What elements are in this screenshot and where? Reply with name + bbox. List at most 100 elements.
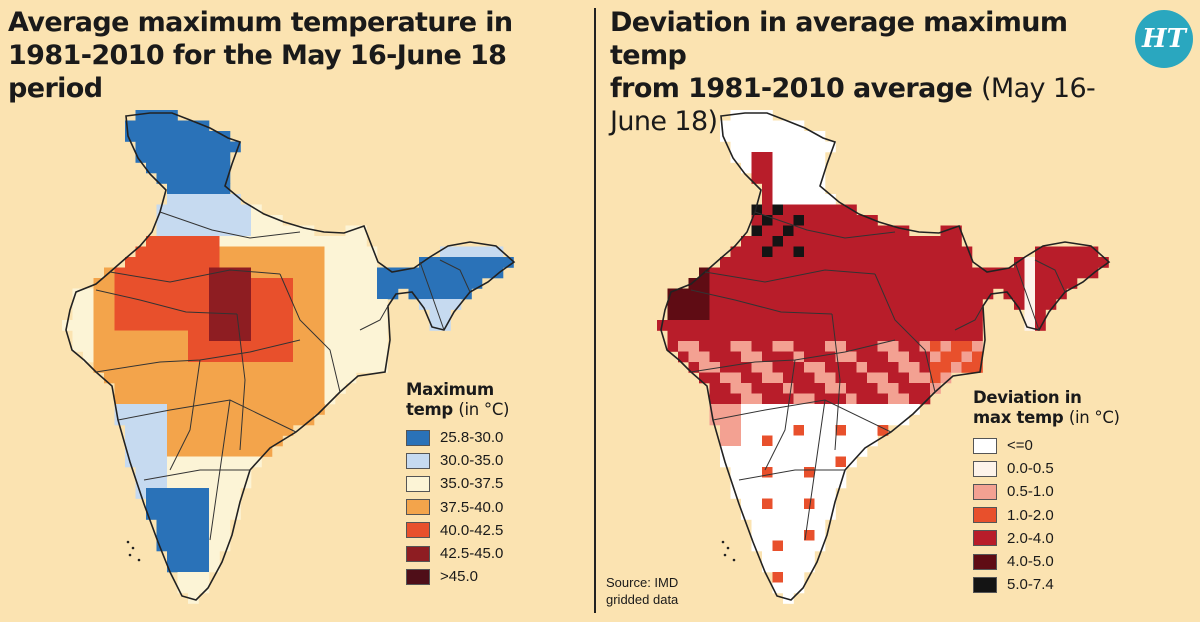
grid-cell <box>877 320 889 331</box>
state-border <box>704 269 876 283</box>
grid-cell <box>72 330 84 342</box>
grid-cell <box>720 341 731 352</box>
grid-cell <box>814 183 826 195</box>
grid-cell <box>762 530 773 541</box>
grid-cell <box>772 372 784 384</box>
grid-cell <box>93 309 105 321</box>
grid-cell <box>825 425 836 436</box>
grid-cell <box>772 257 784 268</box>
grid-cell <box>825 246 836 258</box>
grid-cell <box>720 425 731 436</box>
grid-cell <box>783 477 794 489</box>
grid-cell <box>751 320 763 331</box>
grid-cell <box>898 320 910 331</box>
legend-item: 0.0-0.5 <box>973 457 1120 480</box>
grid-cell <box>167 372 178 384</box>
grid-cell <box>961 362 973 373</box>
grid-cell <box>898 414 910 426</box>
grid-cell <box>156 456 168 468</box>
grid-cell <box>440 299 451 310</box>
grid-cell <box>251 320 262 331</box>
grid-cell <box>230 194 241 205</box>
grid-cell <box>720 320 731 331</box>
grid-cell <box>793 267 805 279</box>
grid-cell <box>856 309 868 321</box>
grid-cell <box>909 404 920 415</box>
grid-cell <box>793 446 805 457</box>
legend-swatch <box>406 522 430 539</box>
grid-cell <box>335 383 346 394</box>
grid-cell <box>240 320 252 331</box>
grid-cell <box>251 393 262 405</box>
left-title-line2: 1981-2010 for the May 16-June 18 period <box>8 40 507 104</box>
grid-cell <box>209 488 220 499</box>
grid-cell <box>293 309 304 321</box>
grid-cell <box>741 435 752 447</box>
grid-cell <box>282 330 294 342</box>
grid-cell <box>783 215 794 226</box>
grid-cell <box>1024 320 1036 331</box>
grid-cell <box>856 425 868 436</box>
grid-cell <box>772 561 784 573</box>
grid-cell <box>293 414 304 426</box>
grid-cell <box>293 320 304 331</box>
grid-cell <box>919 267 931 279</box>
grid-cell <box>167 456 178 468</box>
grid-cell <box>730 477 742 489</box>
grid-cell <box>825 488 836 499</box>
grid-cell <box>156 372 168 384</box>
grid-cell <box>814 141 826 153</box>
grid-cell <box>345 341 357 352</box>
grid-cell <box>930 278 941 289</box>
grid-cell <box>909 393 920 405</box>
grid-cell <box>356 246 367 258</box>
grid-cell <box>114 362 126 373</box>
grid-cell <box>272 288 283 300</box>
grid-cell <box>125 362 136 373</box>
grid-cell <box>219 267 231 279</box>
grid-cell <box>104 341 115 352</box>
grid-cell <box>135 425 147 436</box>
grid-cell <box>72 320 84 331</box>
grid-cell <box>846 393 857 405</box>
grid-cell <box>772 330 784 342</box>
grid-cell <box>930 383 941 394</box>
grid-cell <box>762 173 773 184</box>
grid-cell <box>909 267 920 279</box>
legend-swatch <box>973 576 997 593</box>
grid-cell <box>867 393 878 405</box>
grid-cell <box>177 288 189 300</box>
grid-cell <box>345 320 357 331</box>
grid-cell <box>188 561 199 573</box>
grid-cell <box>125 393 136 405</box>
grid-cell <box>730 414 742 426</box>
grid-cell <box>888 404 899 415</box>
grid-cell <box>762 561 773 573</box>
state-border <box>359 305 389 331</box>
grid-cell <box>772 131 784 142</box>
grid-cell <box>314 267 325 279</box>
grid-cell <box>762 278 773 289</box>
state-border <box>95 289 238 315</box>
grid-cell <box>366 267 378 279</box>
grid-cell <box>762 393 773 405</box>
grid-cell <box>951 225 962 237</box>
grid-cell <box>272 351 283 363</box>
grid-cell <box>951 309 962 321</box>
grid-cell <box>877 351 889 363</box>
grid-cell <box>209 372 220 384</box>
grid-cell <box>783 299 794 310</box>
grid-cell <box>219 372 231 384</box>
grid-cell <box>793 309 805 321</box>
grid-cell <box>230 488 241 499</box>
legend-swatch <box>973 437 997 454</box>
grid-cell <box>783 183 794 195</box>
legend-swatch <box>973 460 997 477</box>
grid-cell <box>972 341 983 352</box>
grid-cell <box>314 341 325 352</box>
grid-cell <box>219 477 231 489</box>
grid-cell <box>793 488 805 499</box>
grid-cell <box>867 383 878 394</box>
grid-cell <box>261 330 273 342</box>
grid-cell <box>730 131 742 142</box>
